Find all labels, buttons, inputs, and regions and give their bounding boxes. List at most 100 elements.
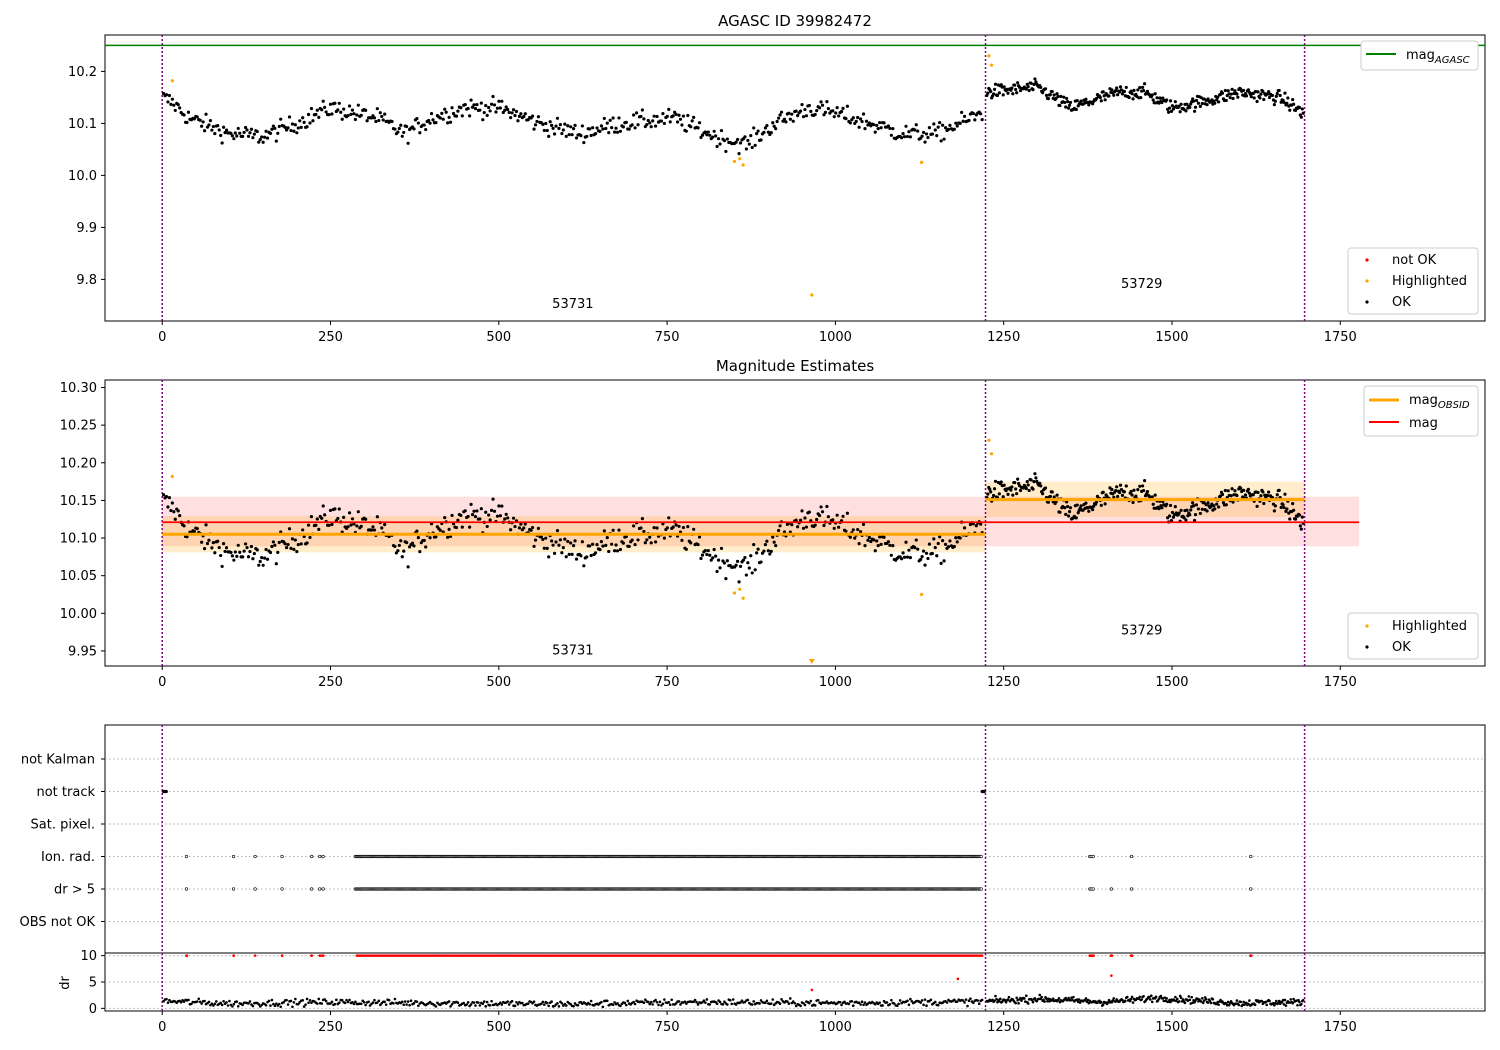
data-point-ok [831, 109, 835, 113]
panel-mag-legend-bottom: Highlighted OK [1347, 612, 1479, 660]
data-point-ok [722, 561, 727, 565]
dr-point [257, 1003, 261, 1006]
data-point-ok [489, 508, 494, 512]
data-point-ok [258, 559, 262, 564]
dr-point [291, 1005, 294, 1009]
data-point-ok [1233, 89, 1237, 93]
data-point-ok [1184, 109, 1188, 113]
data-point-ok [1006, 91, 1010, 95]
dr-point [478, 1004, 482, 1007]
data-point-ok [1026, 85, 1030, 89]
data-point-ok [837, 525, 841, 529]
data-point-ok [380, 526, 384, 530]
data-point-ok [1165, 502, 1169, 506]
data-point-ok [960, 110, 964, 114]
dr-point [933, 1000, 937, 1004]
data-point-ok [857, 542, 861, 546]
data-point-ok [544, 536, 548, 540]
dr-point [402, 1003, 406, 1006]
data-point-ok [643, 541, 647, 545]
data-point-ok [926, 556, 930, 561]
data-point-ok [434, 535, 438, 539]
data-point-ok [1141, 85, 1145, 89]
data-point-ok [1171, 515, 1176, 519]
dr-point [557, 1005, 561, 1008]
data-point-ok [393, 544, 397, 549]
data-point-ok [711, 556, 715, 560]
data-point-ok [1255, 504, 1259, 509]
dr-point [625, 1003, 628, 1007]
data-point-ok [1273, 99, 1277, 103]
x-tick-label: 1500 [1155, 1020, 1188, 1035]
data-point-ok [743, 135, 747, 139]
data-point-ok [517, 114, 522, 118]
data-point-ok [1103, 502, 1107, 506]
data-point-ok [315, 517, 319, 521]
data-point-ok [941, 539, 945, 543]
data-point-ok [634, 111, 639, 115]
data-point-ok [1243, 493, 1248, 497]
data-point-ok [863, 544, 867, 548]
data-point-ok [1224, 503, 1228, 507]
dr-point [780, 998, 783, 1001]
dr-point [961, 999, 965, 1002]
data-point-ok [201, 120, 205, 124]
flag-row-label: dr > 5 [54, 883, 95, 898]
data-point-ok [1267, 490, 1271, 494]
data-point-ok [1063, 506, 1067, 510]
data-point-ok [1118, 483, 1123, 487]
data-point-ok [355, 524, 359, 528]
dr-point [264, 1003, 268, 1007]
data-point-ok [722, 139, 727, 143]
data-point-ok [1112, 495, 1116, 499]
data-point-ok [803, 107, 807, 112]
data-point-ok [1136, 488, 1140, 492]
data-point-ok [1288, 517, 1292, 521]
data-point-ok [1142, 479, 1147, 483]
dr-point [485, 1000, 489, 1004]
data-point-ok [582, 564, 586, 568]
dr-point [1292, 997, 1295, 1001]
data-point-ok [412, 127, 416, 131]
data-point-ok [301, 116, 305, 120]
data-point-ok [653, 540, 658, 544]
data-point-ok [350, 517, 355, 521]
dr-point [898, 999, 902, 1002]
data-point-ok [1255, 99, 1259, 104]
data-point-ok [451, 111, 456, 116]
dr-point [966, 1004, 969, 1008]
data-point-ok [1291, 97, 1295, 102]
data-point-ok [415, 529, 419, 533]
data-point-ok [841, 514, 845, 518]
data-point-ok [817, 106, 822, 110]
dr-point [851, 1004, 855, 1008]
dr-point [317, 997, 321, 1001]
dr-point [758, 1002, 761, 1005]
data-point-ok [488, 109, 492, 113]
data-point-ok [1115, 485, 1119, 489]
dr-point [1280, 1001, 1284, 1004]
data-point-ok [860, 119, 864, 124]
data-point-ok [891, 127, 895, 131]
data-point-ok [876, 544, 880, 548]
data-point-ok [954, 536, 958, 540]
dr-point [392, 1002, 395, 1005]
data-point-ok [1288, 108, 1292, 112]
dr-point [740, 999, 744, 1003]
data-point-ok [1058, 510, 1062, 514]
data-point-ok [1062, 95, 1066, 99]
data-point-ok [447, 115, 451, 119]
panel-mag-frame [104, 379, 1486, 667]
legend-label-highlighted: Highlighted [1392, 619, 1467, 634]
data-point-ok [169, 102, 173, 106]
data-point-ok [901, 551, 905, 555]
dr-point [1004, 1000, 1008, 1004]
data-point-ok [653, 124, 658, 128]
data-point-ok [498, 514, 502, 518]
dr-point [759, 999, 763, 1002]
dr-point [613, 1001, 616, 1004]
dr-point [897, 1002, 900, 1006]
data-point-ok [1283, 492, 1287, 496]
data-point-ok [992, 487, 997, 491]
